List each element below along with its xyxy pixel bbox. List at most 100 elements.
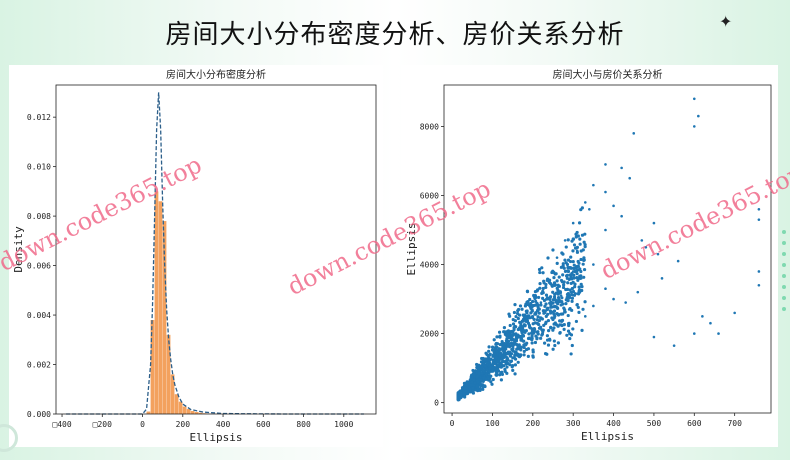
scatter-point xyxy=(475,375,479,379)
scatter-point xyxy=(522,353,526,357)
scatter-point xyxy=(522,349,526,354)
scatter-point xyxy=(533,296,537,301)
scatter-point xyxy=(465,391,469,395)
histogram-bar xyxy=(190,411,195,414)
scatter-point xyxy=(544,320,548,324)
chart-title: 房间大小与房价关系分析 xyxy=(553,68,663,81)
scatter-point xyxy=(570,286,575,291)
x-tick-label: 600 xyxy=(687,419,702,428)
scatter-point xyxy=(757,207,761,211)
scatter-point xyxy=(539,301,543,304)
scatter-point xyxy=(538,325,543,329)
scatter-point xyxy=(465,380,469,385)
scatter-point xyxy=(542,341,547,345)
decorative-dots xyxy=(782,230,788,318)
scatter-point xyxy=(571,237,575,241)
scatter-point xyxy=(481,385,485,389)
scatter-point xyxy=(604,228,607,232)
scatter-point xyxy=(513,302,517,307)
scatter-point xyxy=(541,286,545,291)
scatter-point xyxy=(533,312,537,316)
plot-frame xyxy=(443,84,772,414)
scatter-point xyxy=(490,382,494,386)
scatter-point xyxy=(522,345,526,350)
scatter-point xyxy=(692,125,696,128)
scatter-point xyxy=(530,334,534,338)
scatter-point xyxy=(494,341,498,346)
scatter-point xyxy=(624,301,627,304)
scatter-point xyxy=(555,256,559,259)
x-tick-label: □200 xyxy=(93,420,112,429)
scatter-point xyxy=(717,332,720,335)
scatter-point xyxy=(545,307,549,311)
scatter-point xyxy=(757,218,761,221)
scatter-point xyxy=(544,285,548,290)
scatter-point xyxy=(521,325,525,329)
scatter-point xyxy=(568,332,572,336)
scatter-point xyxy=(582,256,586,260)
scatter-point xyxy=(558,323,562,327)
scatter-point xyxy=(481,387,485,391)
scatter-point xyxy=(484,372,489,377)
scatter-point xyxy=(491,366,495,371)
scatter-point xyxy=(533,290,538,294)
x-tick-label: 100 xyxy=(485,419,500,428)
scatter-point xyxy=(620,214,623,218)
scatter-point xyxy=(539,336,543,340)
scatter-point xyxy=(512,340,517,345)
y-tick-label: 0.012 xyxy=(27,113,51,122)
scatter-point xyxy=(578,288,582,292)
scatter-point xyxy=(575,303,579,307)
scatter-point xyxy=(549,305,553,309)
scatter-point xyxy=(579,269,583,274)
scatter-point xyxy=(701,315,704,318)
scatter-point xyxy=(537,267,542,272)
scatter-point xyxy=(530,341,534,345)
scatter-point xyxy=(510,343,514,347)
scatter-point xyxy=(578,267,582,271)
x-tick-label: 300 xyxy=(566,419,581,428)
scatter-point xyxy=(644,245,648,249)
y-tick-label: 4000 xyxy=(420,261,439,270)
plot-frame xyxy=(55,84,377,415)
scatter-point xyxy=(528,297,532,302)
scatter-point xyxy=(567,321,571,325)
scatter-point xyxy=(553,297,557,301)
scatter-point xyxy=(565,276,569,280)
scatter-point xyxy=(519,321,523,325)
scatter-point xyxy=(481,368,486,373)
scatter-point xyxy=(583,245,587,249)
scatter-point xyxy=(569,266,573,270)
scatter-point xyxy=(489,380,493,384)
scatter-point xyxy=(542,323,546,328)
scatter-point xyxy=(536,303,540,307)
scatter-point xyxy=(538,282,542,286)
scatter-point xyxy=(478,388,482,393)
scatter-point xyxy=(561,273,565,277)
density-chart-panel: 房间大小分布密度分析 □400 □200 0 200 400 600 800 1000 0.000… xyxy=(9,65,383,447)
scatter-point xyxy=(571,270,575,273)
scatter-point xyxy=(569,281,573,286)
scatter-point xyxy=(583,315,587,318)
scatter-point xyxy=(484,351,488,355)
scatter-point xyxy=(577,221,582,225)
scatter-point xyxy=(575,230,579,235)
scatter-chart-panel: 房间大小与房价关系分析 0 100 200 300 400 500 600 700 0 2000 40… xyxy=(401,65,778,447)
scatter-point xyxy=(505,371,509,375)
scatter-point xyxy=(652,335,656,339)
scatter-point xyxy=(552,275,556,280)
scatter-point xyxy=(494,367,498,371)
scatter-point xyxy=(571,327,575,331)
scatter-point xyxy=(508,323,512,328)
scatter-point xyxy=(546,343,551,347)
scatter-point xyxy=(554,272,558,276)
scatter-point xyxy=(558,330,562,335)
scatter-point xyxy=(565,262,570,267)
scatter-point xyxy=(540,333,544,337)
scatter-point xyxy=(536,330,540,334)
scatter-point xyxy=(588,207,591,211)
scatter-point xyxy=(546,256,550,260)
scatter-point xyxy=(566,281,570,285)
scatter-point xyxy=(500,364,505,368)
scatter-point xyxy=(612,297,615,301)
